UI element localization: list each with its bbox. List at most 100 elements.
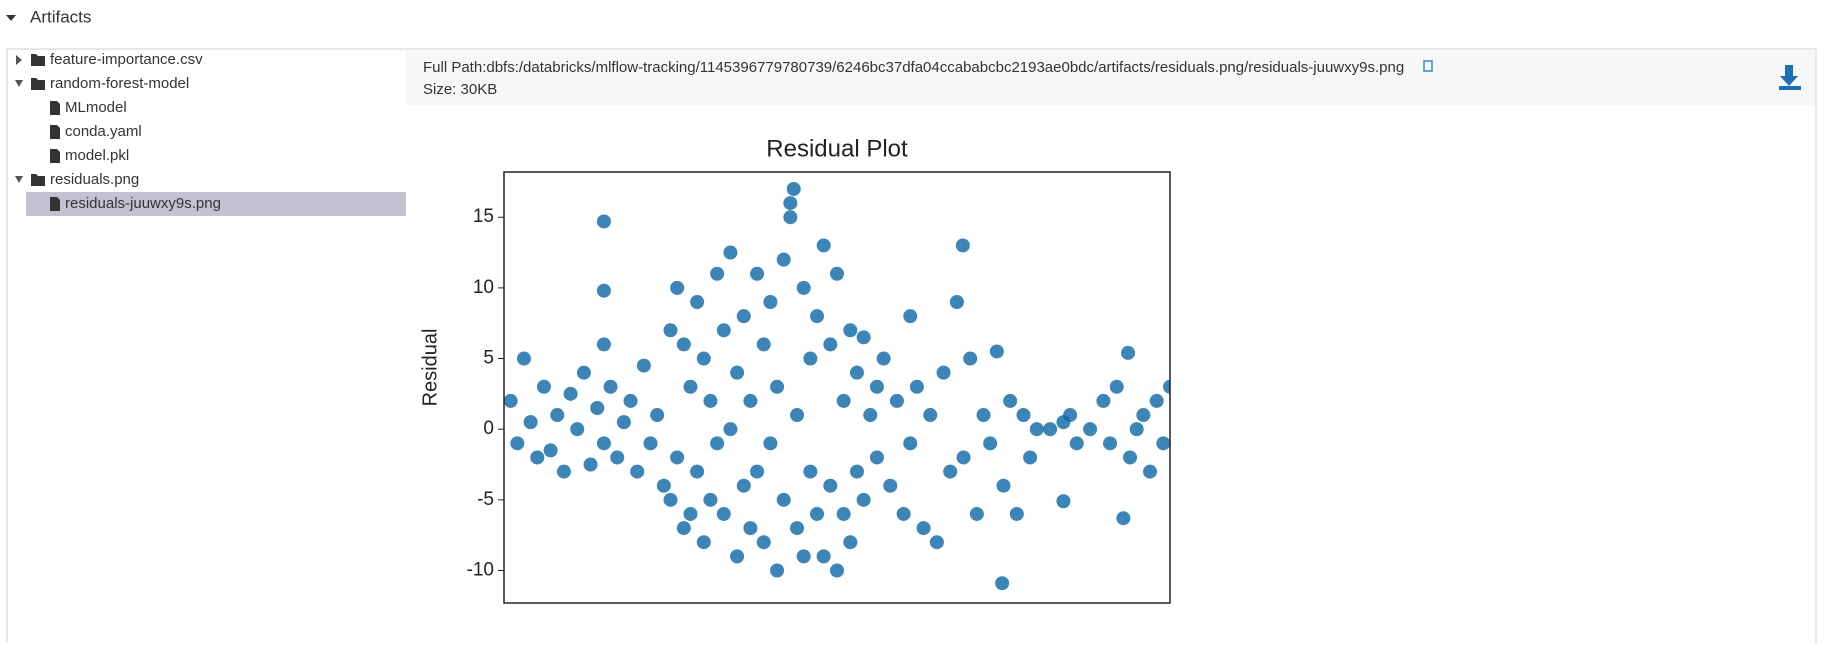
point (955, 238, 970, 253)
point (1056, 494, 1071, 509)
file-name[interactable]: residuals-juuwxy9s.png (65, 195, 221, 212)
point (1069, 436, 1084, 451)
point (756, 535, 771, 550)
point (916, 521, 931, 536)
point (623, 393, 638, 408)
point (776, 492, 791, 507)
point (803, 464, 818, 479)
expanded-arrow[interactable] (15, 176, 23, 183)
point (763, 436, 778, 451)
point (943, 464, 958, 479)
point (663, 492, 678, 507)
collapse-arrow[interactable] (6, 15, 16, 21)
point (1163, 379, 1170, 394)
point (1136, 408, 1151, 423)
point (683, 379, 698, 394)
y-tick-label: -5 (477, 489, 494, 510)
point (670, 450, 685, 465)
point (843, 323, 858, 338)
chart-title: Residual Plot (766, 135, 908, 162)
file-icon (50, 197, 60, 211)
point (1116, 511, 1131, 526)
point (743, 521, 758, 536)
point (690, 295, 705, 310)
point (963, 351, 978, 366)
point (730, 549, 745, 564)
point (603, 379, 618, 394)
point (796, 549, 811, 564)
point (550, 408, 565, 423)
point (723, 245, 738, 260)
point (636, 358, 651, 373)
folder-name[interactable]: feature-importance.csv (50, 51, 203, 68)
point (869, 450, 884, 465)
plot-frame (503, 171, 1171, 604)
point (995, 576, 1010, 591)
point (1023, 450, 1038, 465)
point (810, 309, 825, 324)
file-name[interactable]: conda.yaml (65, 123, 142, 140)
point (770, 379, 785, 394)
point (610, 450, 625, 465)
copy-icon[interactable] (1423, 60, 1433, 72)
section-title: Artifacts (30, 7, 91, 26)
point (1143, 464, 1158, 479)
point (903, 309, 918, 324)
point (663, 323, 678, 338)
point (756, 337, 771, 352)
detail-header (406, 50, 1815, 105)
download-icon[interactable] (1779, 65, 1801, 90)
point (543, 443, 558, 458)
folder-name[interactable]: random-forest-model (50, 75, 189, 92)
y-axis-label: Residual (419, 329, 441, 407)
point (976, 408, 991, 423)
point (710, 436, 725, 451)
point (849, 464, 864, 479)
point (816, 238, 831, 253)
point (1149, 393, 1164, 408)
point (843, 535, 858, 550)
file-name[interactable]: MLmodel (65, 99, 127, 116)
point (1009, 506, 1024, 521)
collapsed-arrow[interactable] (16, 55, 22, 65)
point (1016, 408, 1031, 423)
y-tick-label: 0 (483, 418, 494, 439)
point (949, 295, 964, 310)
point (590, 400, 605, 415)
point (576, 365, 591, 380)
point (896, 506, 911, 521)
point (763, 295, 778, 310)
point (1083, 422, 1098, 437)
point (989, 344, 1004, 359)
point (583, 457, 598, 472)
folder-icon (31, 54, 45, 66)
point (770, 563, 785, 578)
point (869, 379, 884, 394)
expanded-arrow[interactable] (15, 80, 23, 87)
folder-name[interactable]: residuals.png (50, 171, 139, 188)
y-tick-label: -10 (467, 560, 494, 581)
file-size: Size: 30KB (423, 81, 497, 98)
point (776, 252, 791, 267)
point (1096, 393, 1111, 408)
file-icon (50, 149, 60, 163)
point (643, 436, 658, 451)
point (1129, 422, 1144, 437)
point (696, 535, 711, 550)
y-tick-label: 5 (483, 348, 494, 369)
point (736, 478, 751, 493)
point (1123, 450, 1138, 465)
point (923, 408, 938, 423)
y-tick-label: 10 (473, 277, 494, 298)
point (856, 330, 871, 345)
point (723, 422, 738, 437)
point (690, 464, 705, 479)
file-name[interactable]: model.pkl (65, 147, 129, 164)
full-path: Full Path:dbfs:/databricks/mlflow-tracki… (423, 59, 1404, 76)
point (956, 450, 971, 465)
point (596, 283, 611, 298)
selected-row (26, 192, 406, 216)
point (696, 351, 711, 366)
point (823, 337, 838, 352)
point (1121, 345, 1136, 360)
